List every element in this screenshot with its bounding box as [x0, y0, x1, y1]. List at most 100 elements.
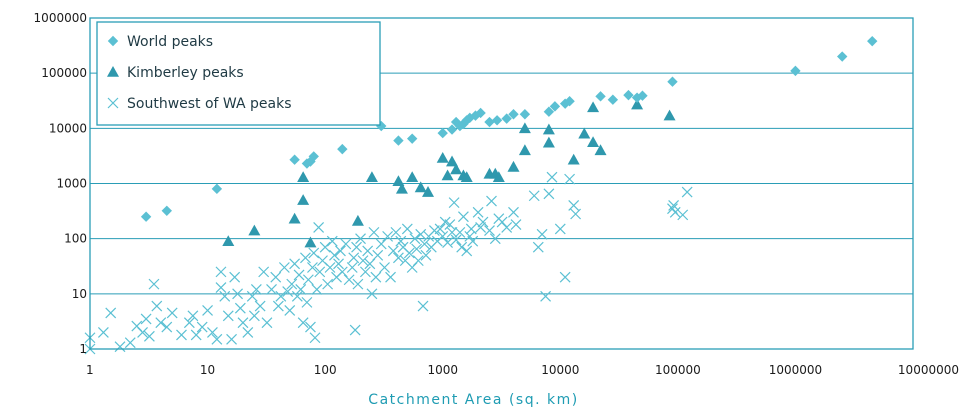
data-point-x: [415, 228, 427, 240]
data-point-diamond: [667, 76, 678, 87]
data-point-x: [301, 296, 313, 308]
y-tick-label: 10000: [49, 121, 87, 135]
data-point-triangle: [446, 155, 459, 167]
series-triangle-points: [222, 98, 676, 248]
data-point-triangle: [222, 235, 235, 246]
data-point-diamond: [475, 107, 486, 119]
data-point-diamond: [501, 113, 512, 124]
data-point-x: [372, 249, 384, 261]
data-point-diamond: [790, 65, 801, 77]
data-point-x: [543, 188, 555, 200]
data-point-x: [305, 321, 316, 333]
data-point-triangle: [518, 144, 531, 156]
data-point-x: [313, 221, 325, 233]
data-point-triangle: [587, 136, 600, 148]
data-point-x: [284, 305, 296, 316]
data-point-x: [359, 266, 371, 278]
data-point-x: [254, 300, 266, 312]
data-point-x: [335, 245, 346, 257]
data-point-triangle: [392, 175, 405, 187]
data-point-x: [248, 310, 260, 322]
data-point-triangle: [542, 123, 555, 135]
legend-box: [96, 21, 381, 126]
data-point-x: [226, 333, 237, 345]
data-point-x: [166, 307, 178, 319]
x-tick-label: 1: [86, 363, 94, 377]
data-point-x: [232, 288, 244, 300]
y-tick-label: 10: [72, 287, 87, 301]
data-point-x: [143, 330, 155, 342]
data-point-triangle: [631, 98, 644, 110]
data-point-x: [540, 290, 552, 302]
data-point-x: [300, 252, 311, 264]
data-point-diamond: [406, 133, 418, 144]
series-x-points: [84, 171, 693, 355]
data-point-x: [346, 262, 358, 273]
data-point-x: [324, 262, 336, 273]
data-point-x: [333, 258, 344, 270]
data-point-x: [546, 171, 558, 183]
data-point-x: [286, 278, 298, 290]
legend-item: Kimberley peaks: [107, 65, 244, 81]
data-point-triangle: [460, 171, 473, 183]
data-point-x: [211, 333, 223, 345]
y-tick-labels: 1 10 100 1000 10000 100000 1000000: [34, 11, 87, 356]
data-point-diamond: [337, 143, 348, 155]
data-point-x: [246, 290, 258, 302]
data-point-x: [448, 197, 460, 209]
data-point-diamond: [837, 51, 848, 62]
data-point-x: [207, 326, 218, 338]
data-point-triangle: [304, 236, 317, 248]
data-point-triangle: [395, 182, 408, 194]
data-point-x: [465, 223, 477, 235]
data-point-x: [190, 329, 202, 341]
data-point-x: [437, 230, 449, 242]
data-point-triangle: [406, 171, 419, 183]
data-point-x: [309, 332, 321, 344]
data-point-x: [261, 317, 273, 329]
data-point-x: [457, 211, 469, 223]
data-point-x: [314, 266, 326, 278]
legend-marker-x: [107, 97, 119, 109]
data-point-x: [477, 216, 489, 228]
legend-marker-diamond: [107, 35, 119, 47]
data-point-diamond: [393, 135, 404, 146]
data-point-x: [387, 245, 399, 257]
data-point-x: [403, 247, 415, 259]
legend-item: Southwest of WA peaks: [107, 96, 292, 112]
data-point-x: [352, 278, 364, 290]
data-point-x: [357, 255, 369, 267]
data-point-x: [559, 271, 571, 283]
data-point-x: [668, 200, 680, 211]
data-point-x: [385, 271, 396, 283]
data-point-x: [401, 223, 413, 235]
data-point-x: [434, 223, 446, 235]
data-point-triangle: [351, 214, 364, 226]
data-point-x: [282, 286, 294, 297]
legend-marker-triangle: [107, 66, 119, 77]
data-point-diamond: [519, 109, 531, 120]
series-diamond-points: [140, 35, 878, 222]
data-point-x: [475, 221, 487, 233]
data-point-x: [176, 329, 187, 341]
data-point-triangle: [507, 160, 520, 172]
data-point-diamond: [559, 98, 571, 109]
data-point-x: [155, 317, 167, 329]
data-point-triangle: [422, 186, 435, 197]
data-point-x: [681, 186, 693, 198]
data-point-x: [568, 200, 580, 211]
data-point-triangle: [518, 122, 531, 134]
data-point-x: [187, 310, 199, 322]
data-point-x: [564, 173, 576, 185]
data-point-x: [272, 300, 284, 312]
data-point-x: [151, 300, 163, 312]
data-point-x: [215, 266, 227, 278]
data-point-triangle: [567, 153, 580, 165]
data-point-triangle: [578, 127, 591, 139]
data-point-x: [366, 288, 378, 300]
data-point-triangle: [492, 171, 505, 183]
data-point-triangle: [414, 181, 427, 193]
data-point-triangle: [297, 171, 310, 183]
data-point-x: [392, 252, 404, 264]
